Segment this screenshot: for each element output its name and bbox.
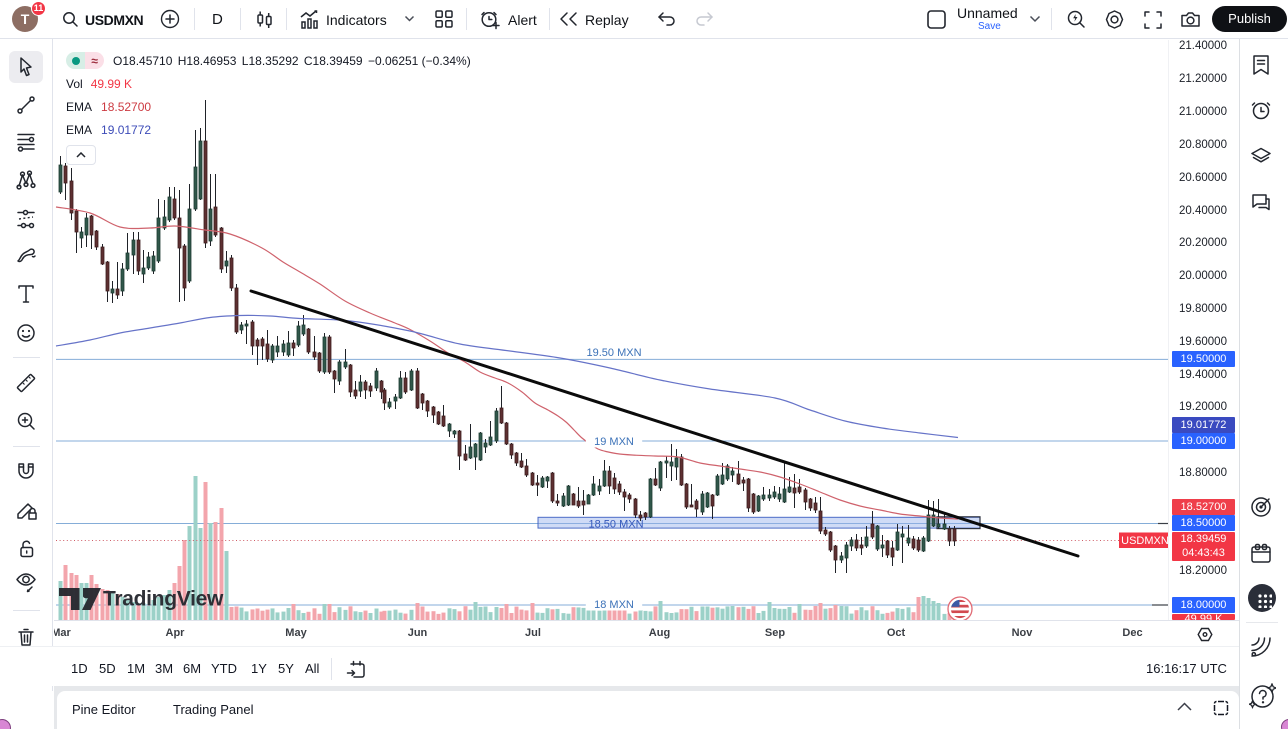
svg-text:USDMXN: USDMXN [1121, 535, 1169, 547]
svg-text:TradingView: TradingView [103, 588, 224, 611]
svg-text:19 MXN: 19 MXN [594, 436, 634, 448]
svg-text:18 MXN: 18 MXN [594, 599, 634, 611]
svg-text:18.50 MXN: 18.50 MXN [588, 519, 643, 531]
svg-text:19.50 MXN: 19.50 MXN [586, 347, 641, 359]
